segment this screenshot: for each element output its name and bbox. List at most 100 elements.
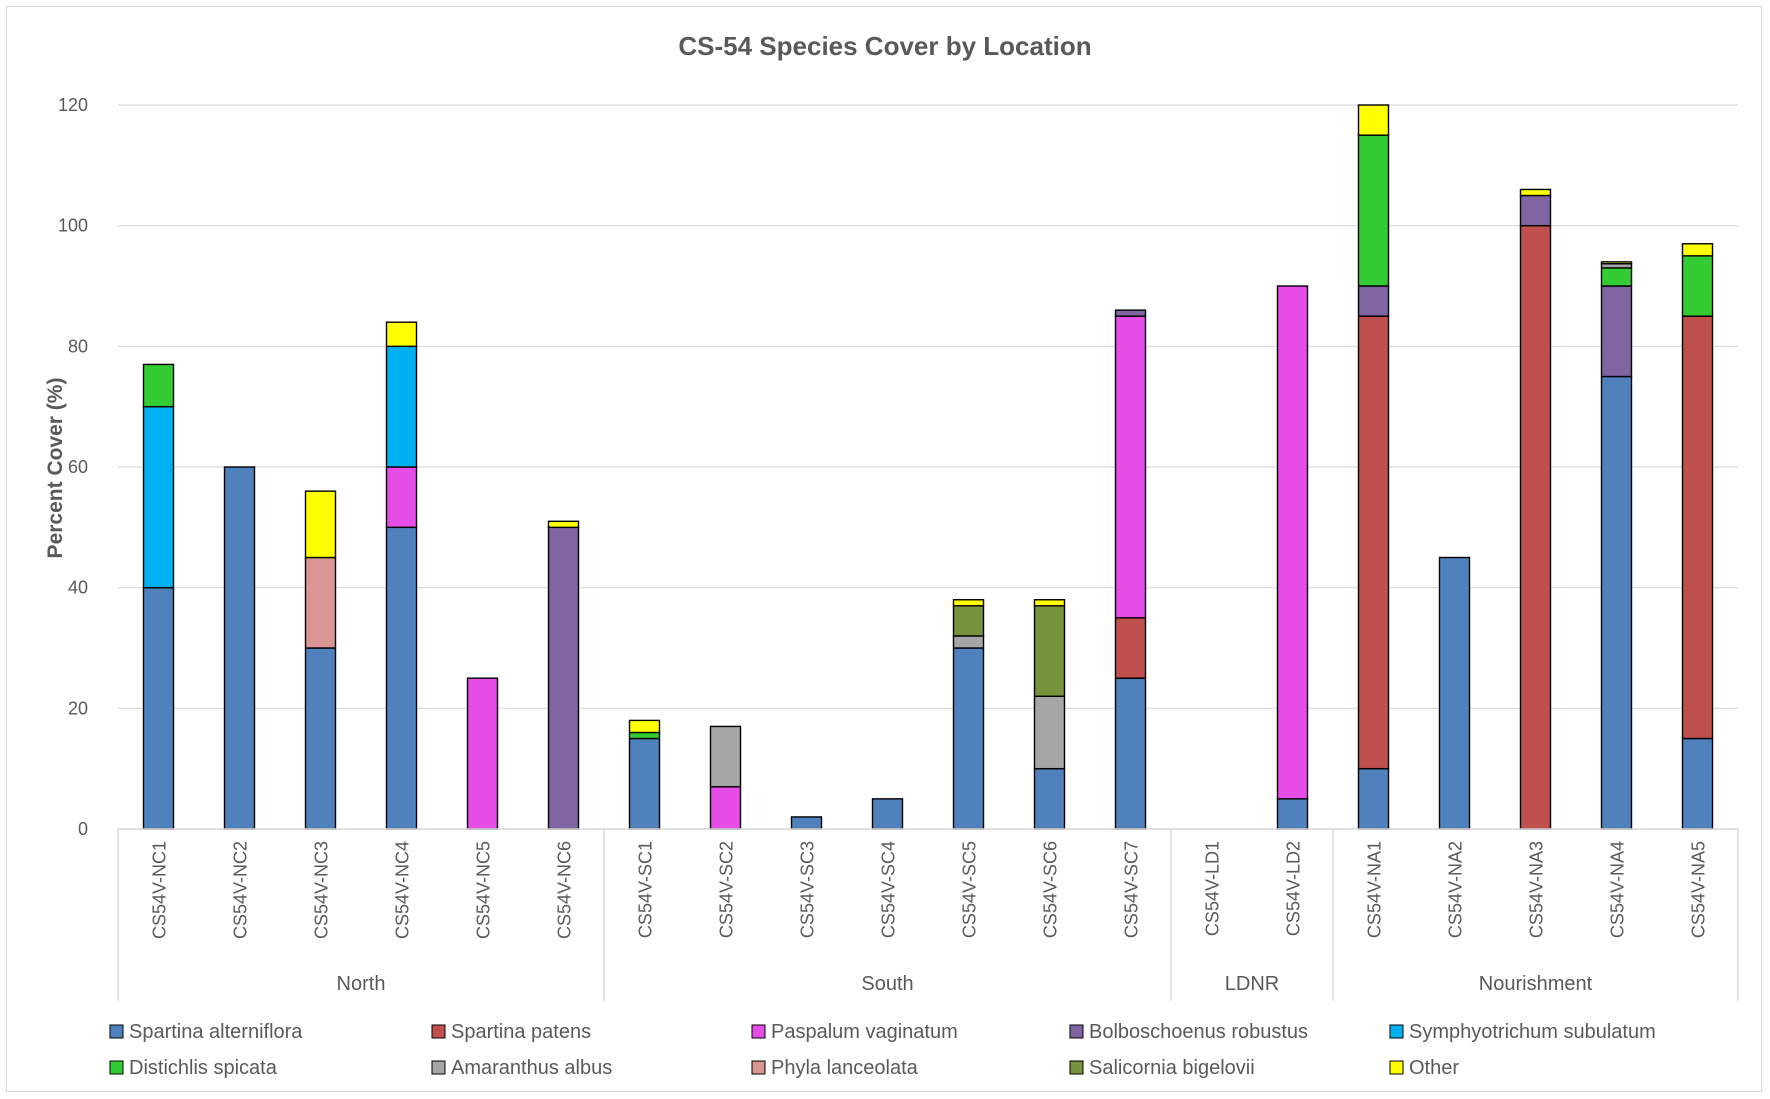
bar-segment [952, 635, 985, 649]
bar-segment [1357, 134, 1390, 287]
bar-segment [1681, 737, 1714, 830]
legend-swatch [1069, 1024, 1084, 1039]
bar-segment [709, 725, 742, 788]
legend-swatch [751, 1024, 766, 1039]
bar-segment [304, 647, 337, 830]
bar-segment [1033, 767, 1066, 830]
x-category-label: CS54V-NA1 [1365, 841, 1385, 938]
bar-segment [1033, 599, 1066, 607]
legend-label: Symphyotrichum subulatum [1409, 1021, 1656, 1043]
y-axis-label: Percent Cover (%) [44, 378, 67, 559]
bar-segment [952, 605, 985, 637]
bar-segment [628, 719, 661, 734]
bar-segment [1114, 309, 1147, 317]
bar-segment [628, 731, 661, 740]
bar-segment [628, 737, 661, 830]
bar-segment [1438, 556, 1471, 830]
bar-segment [1033, 695, 1066, 770]
bar-segment [871, 798, 904, 830]
bar-segment [547, 520, 580, 529]
y-tick-label: 20 [68, 698, 88, 718]
bar-segment [1033, 605, 1066, 697]
x-category-label: CS54V-NC6 [555, 841, 575, 939]
bar-segment [790, 816, 823, 830]
bar-segment [1357, 285, 1390, 317]
legend-swatch [109, 1024, 124, 1039]
x-category-label: CS54V-NC2 [231, 841, 251, 939]
x-category-label: CS54V-SC5 [960, 841, 980, 938]
bar-segment [1357, 104, 1390, 136]
bar-segment [1276, 285, 1309, 800]
legend-swatch [1389, 1024, 1404, 1039]
bar-segment [142, 405, 175, 589]
x-category-label: CS54V-SC4 [879, 841, 899, 938]
bar-segment [1519, 188, 1552, 197]
legend: Spartina alterniflora Spartina patens Pasp… [109, 1021, 1656, 1079]
bar-segment [952, 599, 985, 607]
x-category-label: CS54V-NC5 [474, 841, 494, 939]
y-tick-label: 60 [68, 457, 88, 477]
group-label: LDNR [1225, 973, 1279, 995]
gridlines [118, 104, 1738, 830]
bar-segment [142, 363, 175, 408]
legend-swatch [1069, 1060, 1084, 1075]
bar-segment [1681, 255, 1714, 317]
bar-segment [1519, 224, 1552, 830]
bar-segment [952, 647, 985, 830]
legend-label: Other [1409, 1057, 1459, 1079]
x-category-label: CS54V-NC3 [312, 841, 332, 939]
legend-label: Paspalum vaginatum [771, 1021, 958, 1043]
x-category-label: CS54V-LD1 [1203, 841, 1223, 936]
x-category-label: CS54V-SC3 [798, 841, 818, 938]
bar-segment [1681, 315, 1714, 740]
legend-label: Spartina patens [451, 1021, 591, 1043]
y-tick-label: 120 [58, 95, 88, 115]
x-category-label: CS54V-SC6 [1041, 841, 1061, 938]
bar-segment [1519, 194, 1552, 227]
x-category-label: CS54V-NC1 [150, 841, 170, 939]
bar-segment [1681, 243, 1714, 257]
bar-segment [1600, 267, 1633, 287]
chart-title: CS-54 Species Cover by Location [678, 31, 1091, 61]
bar-segment [1114, 617, 1147, 679]
legend-label: Salicornia bigelovii [1089, 1057, 1255, 1079]
legend-swatch [1389, 1060, 1404, 1075]
y-tick-label: 80 [68, 336, 88, 356]
bar-segment [1600, 285, 1633, 378]
legend-swatch [751, 1060, 766, 1075]
legend-label: Amaranthus albus [451, 1057, 612, 1079]
x-category-label: CS54V-NC4 [393, 841, 413, 939]
legend-label: Distichlis spicata [129, 1057, 278, 1079]
bar-segment [1357, 767, 1390, 830]
bar-segment [385, 526, 418, 830]
x-category-label: CS54V-NA4 [1608, 841, 1628, 938]
bar-segment [1600, 375, 1633, 830]
x-category-label: CS54V-NA5 [1689, 841, 1709, 938]
axes: 0 20 40 60 80 100 120 CS54V-NC1 CS54V-NC2 CS54V-N… [58, 95, 1739, 1001]
bar-segment [223, 466, 256, 830]
legend-swatch [431, 1024, 446, 1039]
group-label: South [861, 973, 913, 995]
legend-label: Spartina alterniflora [129, 1021, 303, 1043]
x-category-label: CS54V-SC7 [1122, 841, 1142, 938]
x-category-label: CS54V-LD2 [1284, 841, 1304, 936]
bar-segment [142, 586, 175, 830]
bar-segment [1114, 677, 1147, 830]
chart-frame [6, 6, 1762, 1092]
group-label: Nourishment [1479, 973, 1593, 995]
x-category-label: CS54V-NA3 [1527, 841, 1547, 938]
bar-segment [385, 466, 418, 529]
bar-segment [709, 786, 742, 830]
bar-segment [304, 556, 337, 649]
bar-segment [1357, 315, 1390, 770]
bar-segment [1600, 261, 1633, 265]
x-category-label: CS54V-SC2 [717, 841, 737, 938]
legend-label: Bolboschoenus robustus [1089, 1021, 1308, 1043]
bar-segment [1276, 798, 1309, 830]
bar-segment [1114, 315, 1147, 619]
bar-segment [385, 321, 418, 348]
bar-segment [466, 677, 499, 830]
bar-segment [385, 345, 418, 468]
legend-label: Phyla lanceolata [771, 1057, 919, 1079]
